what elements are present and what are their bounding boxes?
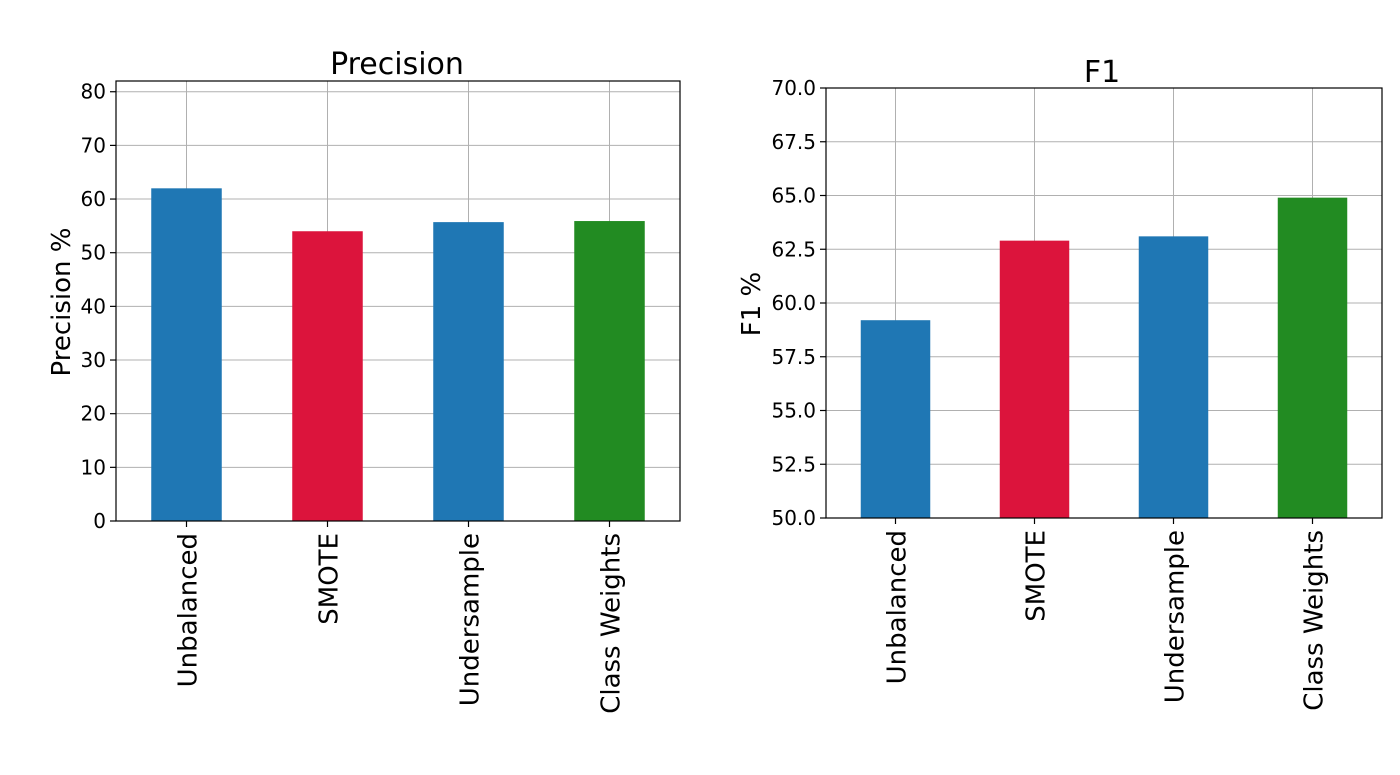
precision-y-tick-label: 20 — [81, 402, 106, 426]
precision-y-tick-label: 40 — [81, 294, 106, 318]
f1-y-tick-label: 50.0 — [771, 506, 816, 530]
f1-x-tick-label: Undersample — [1161, 530, 1191, 703]
precision-y-tick-label: 10 — [81, 455, 106, 479]
f1-bar-unbalanced — [860, 320, 931, 518]
precision-chart: Precision Precision % 0 10 20 30 40 50 60 70 80 U… — [47, 47, 681, 714]
f1-y-tick-label: 70.0 — [771, 76, 816, 100]
f1-bar-undersample — [1138, 236, 1209, 518]
f1-y-tick-label: 52.5 — [771, 452, 816, 476]
precision-y-tick-label: 60 — [81, 187, 106, 211]
f1-bar-class-weights — [1277, 197, 1348, 518]
f1-y-tick-label: 60.0 — [771, 291, 816, 315]
f1-x-tick-label: SMOTE — [1022, 530, 1052, 622]
precision-y-tick-label: 50 — [81, 241, 106, 265]
precision-y-tick-label: 30 — [81, 348, 106, 372]
f1-y-tick-label: 57.5 — [771, 345, 816, 369]
precision-y-axis-label: Precision % — [47, 228, 77, 377]
precision-x-tick-label: Unbalanced — [174, 533, 204, 687]
f1-y-tick-label: 67.5 — [771, 130, 816, 154]
f1-y-tick-label: 65.0 — [771, 184, 816, 208]
precision-x-tick-label: Undersample — [456, 533, 486, 706]
precision-bar-unbalanced — [151, 188, 222, 521]
precision-chart-title: Precision — [330, 47, 464, 82]
precision-bar-class-weights — [574, 221, 645, 522]
f1-chart-title: F1 — [1084, 55, 1120, 90]
f1-bar-smote — [999, 240, 1070, 518]
precision-x-tick-label: SMOTE — [315, 533, 345, 625]
f1-y-tick-label: 62.5 — [771, 237, 816, 261]
precision-y-tick-label: 70 — [81, 133, 106, 157]
precision-x-tick-label: Class Weights — [597, 533, 627, 714]
precision-y-tick-label: 0 — [93, 509, 106, 533]
precision-axes-frame — [115, 80, 681, 522]
precision-y-tick-label: 80 — [81, 80, 106, 104]
f1-chart: F1 F1 % 50.0 52.5 55.0 57.5 60.0 62.5 65.0 67.5… — [737, 55, 1383, 711]
f1-x-tick-label: Class Weights — [1300, 530, 1330, 711]
f1-y-axis-label: F1 % — [737, 272, 767, 336]
precision-bar-smote — [292, 231, 363, 521]
precision-bar-undersample — [433, 222, 504, 521]
f1-x-tick-label: Unbalanced — [883, 530, 913, 684]
f1-y-tick-label: 55.0 — [771, 399, 816, 423]
